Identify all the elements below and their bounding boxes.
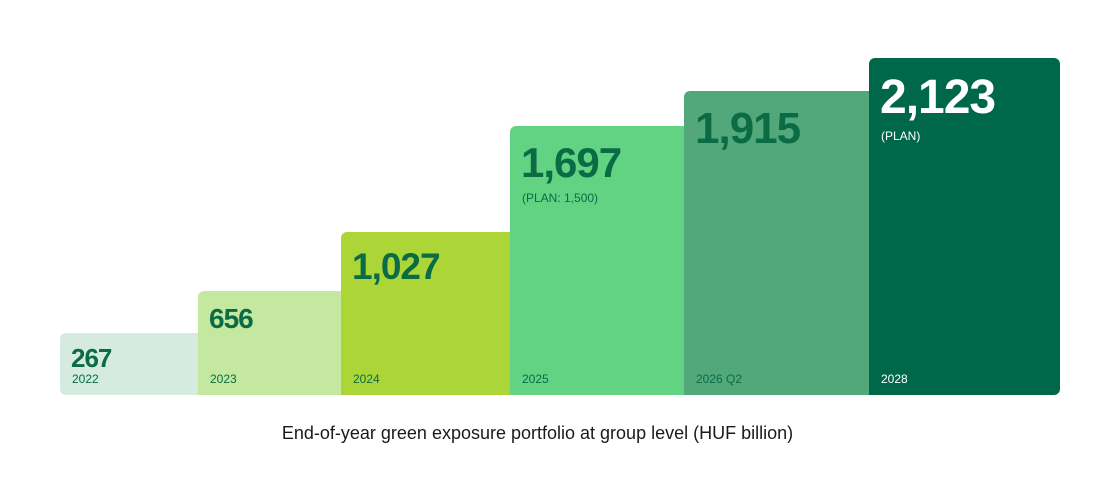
bar-value-label: 1,915	[695, 104, 801, 154]
bar-value-label: 1,027	[352, 245, 441, 287]
bar-2023: 656 2023	[198, 290, 341, 395]
bar-value-label: 656	[209, 302, 254, 334]
bar-2025: 1,697 (PLAN: 1,500) 2025	[510, 125, 684, 395]
bar-category-label: 2028	[881, 372, 908, 386]
bar-2022: 267 2022	[60, 333, 198, 395]
bar-category-label: 2022	[72, 372, 99, 386]
bar-category-label: 2026 Q2	[696, 371, 743, 386]
bar-plan-note: (PLAN: 1,500)	[522, 190, 599, 205]
bar-value-label: 2,123	[880, 71, 996, 124]
bar-category-label: 2024	[353, 371, 380, 386]
bar-2026-q2: 1,915 2026 Q2	[684, 91, 869, 395]
bar-2024: 1,027 2024	[341, 231, 510, 395]
bar-2028: 2,123 (PLAN) 2028	[869, 58, 1060, 395]
bar-category-label: 2025	[522, 371, 549, 386]
bar-value-label: 1,697	[521, 138, 622, 186]
bar-category-label: 2023	[210, 371, 237, 386]
chart-caption: End-of-year green exposure portfolio at …	[281, 423, 794, 443]
bar-value-label: 267	[71, 343, 112, 373]
bar-plan-note: (PLAN)	[881, 129, 921, 143]
